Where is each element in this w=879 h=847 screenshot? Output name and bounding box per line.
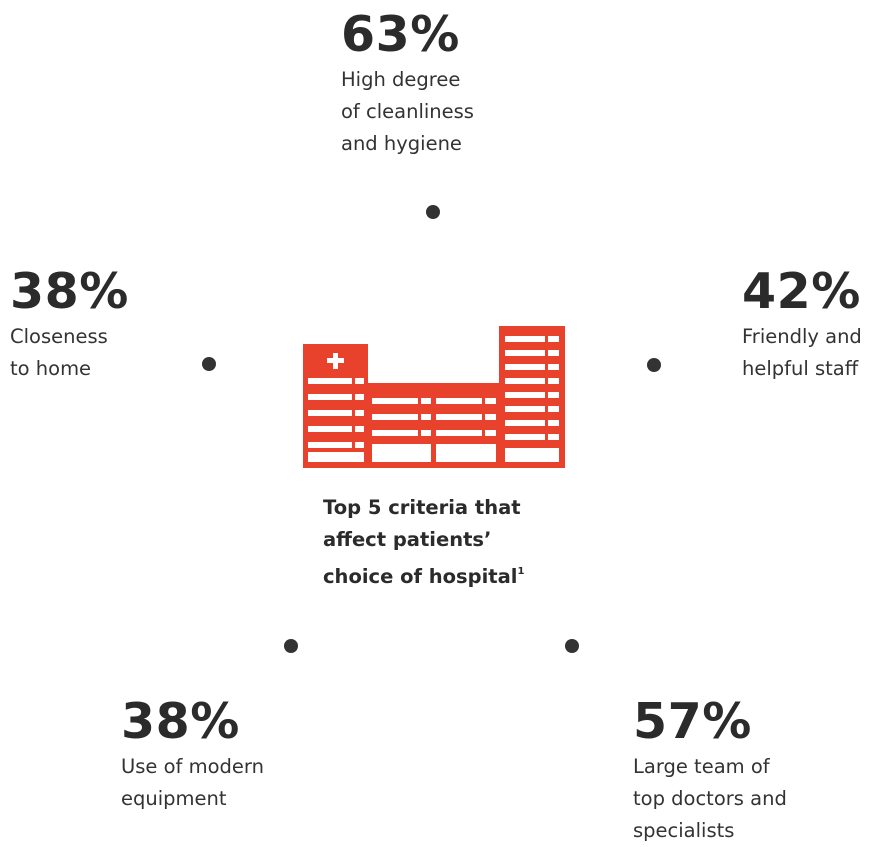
window: [485, 414, 496, 420]
stat-description: Friendly and helpful staff: [742, 321, 862, 385]
window: [436, 444, 496, 462]
marker-dot-staff: [647, 358, 661, 372]
wing-divider: [366, 383, 369, 468]
window: [436, 398, 482, 404]
marker-dot-closeness: [202, 357, 216, 371]
marker-dot-cleanliness: [426, 205, 440, 219]
window: [548, 364, 559, 370]
window: [505, 392, 545, 398]
window: [548, 392, 559, 398]
stat-description-line: top doctors and: [633, 787, 787, 810]
stat-description: Closeness to home: [10, 321, 129, 385]
stat-description-line: to home: [10, 357, 92, 380]
stat-description: Large team of top doctors and specialist…: [633, 751, 787, 847]
stat-description-line: Use of modern: [121, 755, 264, 778]
window: [505, 420, 545, 426]
window: [548, 378, 559, 384]
stat-equipment: 38% Use of modern equipment: [121, 695, 264, 815]
stat-description-line: High degree: [341, 68, 461, 91]
cross-horizontal: [327, 358, 344, 363]
stat-description-line: and hygiene: [341, 132, 462, 155]
window: [548, 336, 559, 342]
stat-value: 42%: [742, 263, 861, 320]
stat-description-line: Friendly and: [742, 325, 862, 348]
window: [505, 434, 545, 440]
window: [355, 442, 364, 448]
stat-description-line: of cleanliness: [341, 100, 474, 123]
window: [308, 394, 352, 400]
window: [505, 406, 545, 412]
stat-closeness: 38% Closeness to home: [10, 265, 129, 385]
stat-description-line: specialists: [633, 819, 735, 842]
stat-description-line: Closeness: [10, 325, 108, 348]
center-caption: Top 5 criteria that affect patients’ cho…: [323, 492, 524, 593]
window: [436, 414, 482, 420]
footnote-marker: 1: [517, 566, 525, 577]
window: [355, 410, 364, 416]
window: [505, 350, 545, 356]
stat-value: 63%: [341, 6, 460, 63]
window: [421, 414, 431, 420]
stat-description-line: Large team of: [633, 755, 770, 778]
caption-line-last: choice of hospital1: [323, 556, 524, 593]
stat-value: 38%: [121, 693, 240, 750]
caption-line: Top 5 criteria that: [323, 496, 521, 519]
window: [421, 398, 431, 404]
window: [505, 364, 545, 370]
window: [421, 430, 431, 436]
window: [355, 394, 364, 400]
marker-dot-doctors: [565, 639, 579, 653]
stat-description: High degree of cleanliness and hygiene: [341, 64, 474, 160]
window: [548, 434, 559, 440]
stat-doctors: 57% Large team of top doctors and specia…: [633, 695, 787, 847]
window: [485, 398, 496, 404]
window: [372, 444, 431, 462]
window: [308, 452, 364, 462]
window: [372, 414, 418, 420]
window: [548, 406, 559, 412]
window: [548, 420, 559, 426]
wing-divider: [496, 392, 499, 468]
window: [355, 378, 364, 384]
stat-cleanliness: 63% High degree of cleanliness and hygie…: [341, 8, 474, 160]
wing-divider: [431, 392, 436, 468]
window: [505, 448, 559, 462]
window: [308, 442, 352, 448]
window: [308, 410, 352, 416]
window: [548, 350, 559, 356]
stat-description: Use of modern equipment: [121, 751, 264, 815]
window: [372, 430, 418, 436]
marker-dot-equipment: [284, 639, 298, 653]
stat-value: 38%: [10, 263, 129, 320]
caption-line: affect patients’: [323, 528, 492, 551]
window: [485, 430, 496, 436]
window: [505, 378, 545, 384]
window: [372, 398, 418, 404]
stat-description-line: equipment: [121, 787, 227, 810]
window: [436, 430, 482, 436]
window: [308, 426, 352, 432]
stat-description-line: helpful staff: [742, 357, 859, 380]
hospital-building-icon: [303, 326, 565, 468]
stat-value: 57%: [633, 693, 752, 750]
window: [355, 426, 364, 432]
window: [505, 336, 545, 342]
window: [308, 378, 352, 384]
caption-line-text: choice of hospital: [323, 565, 518, 588]
stat-staff: 42% Friendly and helpful staff: [742, 265, 862, 385]
